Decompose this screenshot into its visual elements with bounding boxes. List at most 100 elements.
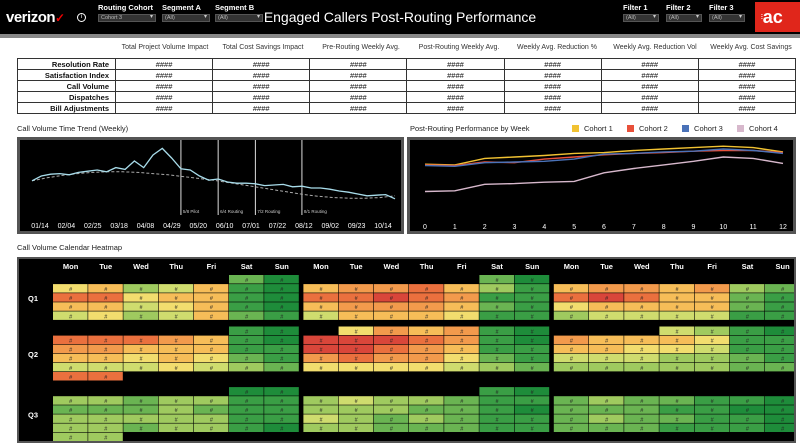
heatmap-cell[interactable] <box>589 284 624 293</box>
heatmap-cell[interactable] <box>264 387 299 396</box>
heatmap-cell[interactable] <box>514 275 550 284</box>
heatmap-cell[interactable] <box>694 335 730 345</box>
segment-b-filter[interactable]: Segment B (All) <box>215 3 263 22</box>
heatmap-cell[interactable] <box>659 311 694 320</box>
heatmap-cell[interactable] <box>514 284 550 293</box>
heatmap-cell[interactable] <box>589 311 624 320</box>
heatmap-cell[interactable] <box>53 414 88 423</box>
heatmap-cell[interactable] <box>514 362 550 372</box>
heatmap-cell[interactable] <box>53 372 88 381</box>
heatmap-cell[interactable] <box>514 311 550 320</box>
heatmap-cell[interactable] <box>694 311 730 320</box>
heatmap-cell[interactable] <box>409 326 444 336</box>
heatmap-cell[interactable] <box>444 302 479 311</box>
heatmap-cell[interactable] <box>338 344 374 354</box>
heatmap-cell[interactable] <box>765 423 800 433</box>
heatmap-cell[interactable] <box>479 344 514 354</box>
heatmap-cell[interactable] <box>729 326 765 336</box>
heatmap-cell[interactable] <box>193 353 229 363</box>
heatmap-cell[interactable] <box>373 344 409 354</box>
heatmap-cell[interactable] <box>373 405 409 414</box>
heatmap-cell[interactable] <box>88 414 123 423</box>
heatmap-cell[interactable] <box>338 335 374 345</box>
heatmap-cell[interactable] <box>479 423 514 433</box>
heatmap-cell[interactable] <box>765 284 800 293</box>
routing-cohort-filter[interactable]: Routing Cohort Cohort 3 <box>98 3 156 22</box>
heatmap-cell[interactable] <box>729 284 765 293</box>
heatmap-cell[interactable] <box>589 344 624 354</box>
heatmap-cell[interactable] <box>729 414 765 423</box>
heatmap-cell[interactable] <box>303 405 338 414</box>
heatmap-cell[interactable] <box>765 396 800 405</box>
heatmap-cell[interactable] <box>624 414 659 423</box>
heatmap-cell[interactable] <box>373 284 409 293</box>
heatmap-cell[interactable] <box>373 311 409 320</box>
heatmap-cell[interactable] <box>88 405 123 414</box>
heatmap-cell[interactable] <box>765 335 800 345</box>
heatmap-cell[interactable] <box>479 414 514 423</box>
heatmap-cell[interactable] <box>123 353 158 363</box>
heatmap-cell[interactable] <box>409 284 444 293</box>
heatmap-cell[interactable] <box>553 362 589 372</box>
heatmap-cell[interactable] <box>514 344 550 354</box>
heatmap-cell[interactable] <box>264 311 299 320</box>
heatmap-cell[interactable] <box>479 293 514 302</box>
heatmap-cell[interactable] <box>373 335 409 345</box>
heatmap-cell[interactable] <box>229 414 264 423</box>
heatmap-cell[interactable] <box>123 405 158 414</box>
heatmap-cell[interactable] <box>409 396 444 405</box>
heatmap-cell[interactable] <box>264 335 299 345</box>
heatmap-cell[interactable] <box>444 414 479 423</box>
heatmap-cell[interactable] <box>53 344 88 354</box>
filter-1[interactable]: Filter 1 (All) <box>623 3 659 22</box>
heatmap-cell[interactable] <box>123 293 158 302</box>
heatmap-cell[interactable] <box>193 302 229 311</box>
filter-3-dropdown[interactable]: (All) <box>709 14 745 22</box>
heatmap-cell[interactable] <box>158 396 194 405</box>
heatmap-cell[interactable] <box>193 396 229 405</box>
heatmap-cell[interactable] <box>553 311 589 320</box>
heatmap-cell[interactable] <box>444 344 479 354</box>
heatmap-cell[interactable] <box>338 284 374 293</box>
heatmap-cell[interactable] <box>193 311 229 320</box>
heatmap-cell[interactable] <box>158 284 194 293</box>
heatmap-cell[interactable] <box>193 293 229 302</box>
heatmap-cell[interactable] <box>444 353 479 363</box>
heatmap-cell[interactable] <box>659 362 694 372</box>
heatmap-cell[interactable] <box>624 284 659 293</box>
heatmap-cell[interactable] <box>589 423 624 433</box>
heatmap-cell[interactable] <box>659 414 694 423</box>
heatmap-cell[interactable] <box>444 396 479 405</box>
heatmap-cell[interactable] <box>88 432 123 442</box>
heatmap-cell[interactable] <box>624 335 659 345</box>
heatmap-cell[interactable] <box>193 362 229 372</box>
heatmap-cell[interactable] <box>303 353 338 363</box>
heatmap-cell[interactable] <box>53 362 88 372</box>
heatmap-cell[interactable] <box>338 414 374 423</box>
legend-item-cohort-4[interactable]: Cohort 4 <box>737 124 778 133</box>
heatmap-cell[interactable] <box>229 423 264 433</box>
heatmap-cell[interactable] <box>264 423 299 433</box>
heatmap-cell[interactable] <box>589 414 624 423</box>
heatmap-cell[interactable] <box>444 326 479 336</box>
heatmap-cell[interactable] <box>765 344 800 354</box>
heatmap-cell[interactable] <box>514 423 550 433</box>
heatmap-cell[interactable] <box>553 335 589 345</box>
heatmap-cell[interactable] <box>765 311 800 320</box>
heatmap-cell[interactable] <box>158 414 194 423</box>
heatmap-cell[interactable] <box>589 405 624 414</box>
heatmap-cell[interactable] <box>694 414 730 423</box>
heatmap-cell[interactable] <box>479 405 514 414</box>
heatmap-cell[interactable] <box>303 335 338 345</box>
heatmap-cell[interactable] <box>338 302 374 311</box>
heatmap-cell[interactable] <box>158 302 194 311</box>
heatmap-cell[interactable] <box>765 326 800 336</box>
heatmap-cell[interactable] <box>659 353 694 363</box>
heatmap-cell[interactable] <box>729 405 765 414</box>
heatmap-cell[interactable] <box>444 311 479 320</box>
heatmap-cell[interactable] <box>123 284 158 293</box>
heatmap-cell[interactable] <box>303 293 338 302</box>
legend-item-cohort-1[interactable]: Cohort 1 <box>572 124 613 133</box>
heatmap-cell[interactable] <box>479 326 514 336</box>
heatmap-cell[interactable] <box>553 353 589 363</box>
